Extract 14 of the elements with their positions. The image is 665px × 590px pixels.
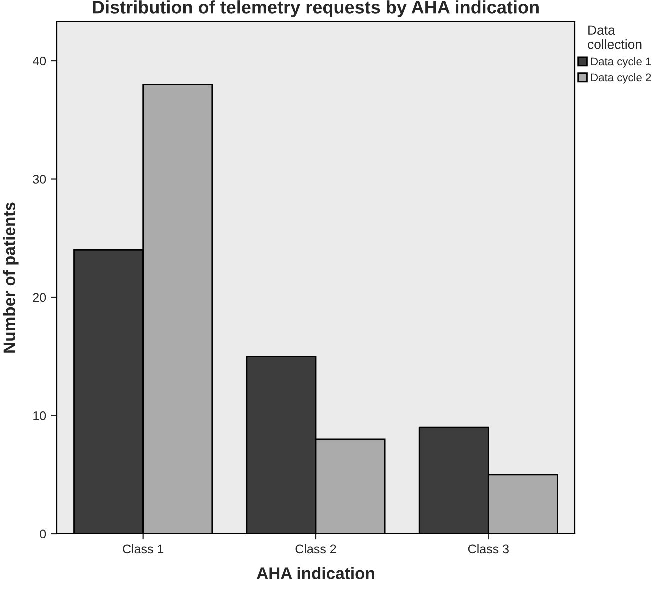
legend-label: Data cycle 1: [591, 57, 652, 68]
y-tick-label: 30: [33, 175, 46, 184]
x-axis-title: AHA indication: [257, 567, 374, 580]
chart-title: Distribution of telemetry requests by AHA indication: [93, 0, 539, 18]
x-tick-label: Class 3: [468, 544, 509, 554]
legend-label: Data cycle 2: [591, 73, 652, 84]
legend-title: Data collection: [588, 26, 642, 50]
y-tick-label: 0: [40, 530, 46, 539]
y-tick-label: 40: [32, 56, 46, 66]
x-tick-label: Class 2: [296, 544, 336, 554]
x-tick-label: Class 1: [123, 544, 164, 554]
y-axis-title: Number of patients: [3, 202, 19, 353]
y-tick-label: 20: [33, 293, 46, 302]
y-tick-label: 10: [34, 412, 46, 420]
